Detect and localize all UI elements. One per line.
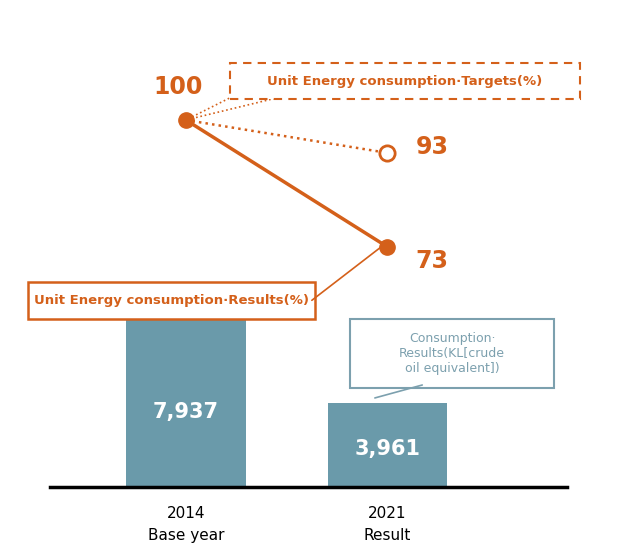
Bar	[328, 404, 447, 487]
FancyBboxPatch shape	[230, 63, 580, 99]
Text: 2014: 2014	[166, 506, 205, 521]
Bar	[126, 320, 246, 487]
Text: Unit Energy consumption·Results(%): Unit Energy consumption·Results(%)	[34, 294, 309, 307]
Text: 2021: 2021	[368, 506, 407, 521]
Text: Unit Energy consumption·Targets(%): Unit Energy consumption·Targets(%)	[267, 75, 542, 87]
Text: Result: Result	[364, 528, 411, 543]
Text: 7,937: 7,937	[153, 402, 219, 422]
Text: 73: 73	[416, 249, 449, 273]
Text: 3,961: 3,961	[355, 439, 420, 459]
FancyBboxPatch shape	[350, 319, 554, 388]
Text: 100: 100	[154, 75, 203, 99]
Text: Base year: Base year	[147, 528, 224, 543]
FancyBboxPatch shape	[28, 282, 315, 319]
Text: Consumption·
Results(KL[crude
oil equivalent]): Consumption· Results(KL[crude oil equiva…	[399, 332, 505, 375]
Text: 93: 93	[416, 135, 449, 160]
